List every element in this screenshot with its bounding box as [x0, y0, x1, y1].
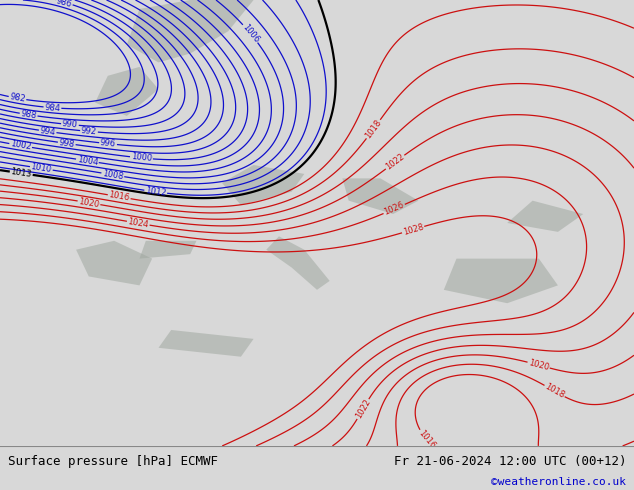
Text: 1000: 1000 — [131, 152, 152, 164]
Text: 986: 986 — [55, 0, 73, 9]
Text: 988: 988 — [20, 109, 37, 121]
Polygon shape — [76, 241, 152, 285]
Text: 1026: 1026 — [383, 201, 406, 217]
Text: 996: 996 — [100, 138, 117, 149]
Text: 1002: 1002 — [10, 139, 32, 152]
Polygon shape — [266, 236, 330, 290]
Text: 1006: 1006 — [240, 23, 261, 45]
Text: 1022: 1022 — [384, 152, 406, 172]
Text: 992: 992 — [81, 126, 97, 137]
Text: 990: 990 — [61, 120, 78, 130]
Polygon shape — [95, 67, 158, 116]
Text: 982: 982 — [9, 93, 26, 104]
Polygon shape — [139, 241, 197, 259]
Text: 1022: 1022 — [354, 398, 372, 420]
Text: 1020: 1020 — [78, 196, 100, 209]
Text: 1008: 1008 — [101, 169, 124, 181]
Text: 1018: 1018 — [543, 382, 566, 400]
Polygon shape — [222, 165, 304, 205]
Text: 1010: 1010 — [30, 162, 53, 174]
Text: 1016: 1016 — [417, 428, 437, 450]
Text: Fr 21-06-2024 12:00 UTC (00+12): Fr 21-06-2024 12:00 UTC (00+12) — [394, 455, 626, 468]
Text: 1028: 1028 — [402, 222, 425, 237]
Text: 1016: 1016 — [108, 191, 131, 203]
Text: 1012: 1012 — [145, 186, 167, 197]
Text: ©weatheronline.co.uk: ©weatheronline.co.uk — [491, 477, 626, 487]
Text: 1020: 1020 — [527, 358, 550, 372]
Text: 984: 984 — [44, 102, 61, 113]
Polygon shape — [507, 201, 583, 232]
Text: Surface pressure [hPa] ECMWF: Surface pressure [hPa] ECMWF — [8, 455, 217, 468]
Text: 1024: 1024 — [127, 217, 150, 229]
Polygon shape — [158, 330, 254, 357]
Polygon shape — [444, 259, 558, 303]
Text: 1018: 1018 — [363, 118, 384, 140]
Polygon shape — [127, 0, 254, 62]
Text: 994: 994 — [39, 126, 56, 137]
Text: 998: 998 — [58, 138, 75, 149]
Text: 1004: 1004 — [76, 155, 98, 167]
Polygon shape — [342, 178, 418, 214]
Text: 1013: 1013 — [10, 167, 32, 179]
